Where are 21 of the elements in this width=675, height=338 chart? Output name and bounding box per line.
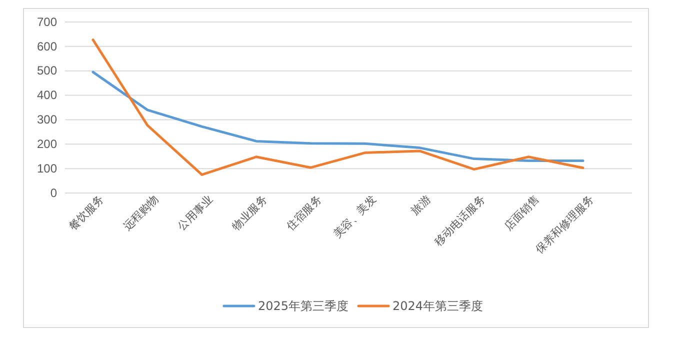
legend-label: 2024年第三季度 <box>392 299 484 314</box>
x-tick-label: 物业服务 <box>230 192 270 234</box>
y-tick-label: 600 <box>36 39 58 54</box>
x-tick-label: 餐饮服务 <box>66 193 107 234</box>
line-series <box>92 38 584 176</box>
y-tick-label: 500 <box>36 64 58 78</box>
y-tick-label: 100 <box>36 161 58 176</box>
x-tick-label: 远程购物 <box>121 193 162 234</box>
y-tick-label: 200 <box>36 136 58 151</box>
y-tick-label: 0 <box>50 186 58 200</box>
x-tick-label: 店面销售 <box>502 192 542 234</box>
line-series <box>92 70 584 162</box>
x-tick-label: 住宿服务 <box>284 192 324 234</box>
y-tick-label: 400 <box>36 88 58 102</box>
x-tick-label: 公用事业 <box>175 192 216 234</box>
x-tick-label: 移动电话服务 <box>432 192 488 249</box>
x-tick-label: 旅游 <box>408 192 434 218</box>
legend-label: 2025年第三季度 <box>258 299 348 314</box>
x-tick-label: 美容、美发 <box>330 192 379 241</box>
y-tick-label: 300 <box>36 112 58 127</box>
y-tick-label: 700 <box>36 14 58 29</box>
